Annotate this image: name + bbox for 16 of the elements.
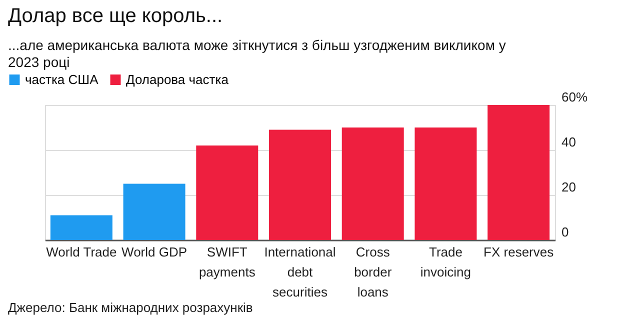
y-tick-label: 0 [562,224,569,240]
chart-subtitle: ...але американська валюта може зіткнутися з більш узгодженим викликом у 2023 році [8,37,506,70]
x-tick-label: Cross border loans [354,244,392,300]
text: Джерело: Банк міжнародних розрахунків [8,300,253,315]
x-tick-label: World Trade [46,244,117,260]
y-tick-label: 20 [562,180,576,194]
legend-label: частка США [25,72,99,87]
x-tick-label: World GDP [122,244,188,260]
x-tick-label: SWIFT payments [198,244,256,280]
y-tick-label: 40 [562,134,576,150]
legend-label: Доларова частка [126,72,230,87]
y-tick-label: 60% [562,90,588,104]
x-tick-label: FX reserves [484,244,554,260]
x-tick-label: Trade invoicing [420,244,472,280]
x-tick-label: International debt securities [264,244,336,300]
chart-title: Долар все ще король... [8,5,223,27]
